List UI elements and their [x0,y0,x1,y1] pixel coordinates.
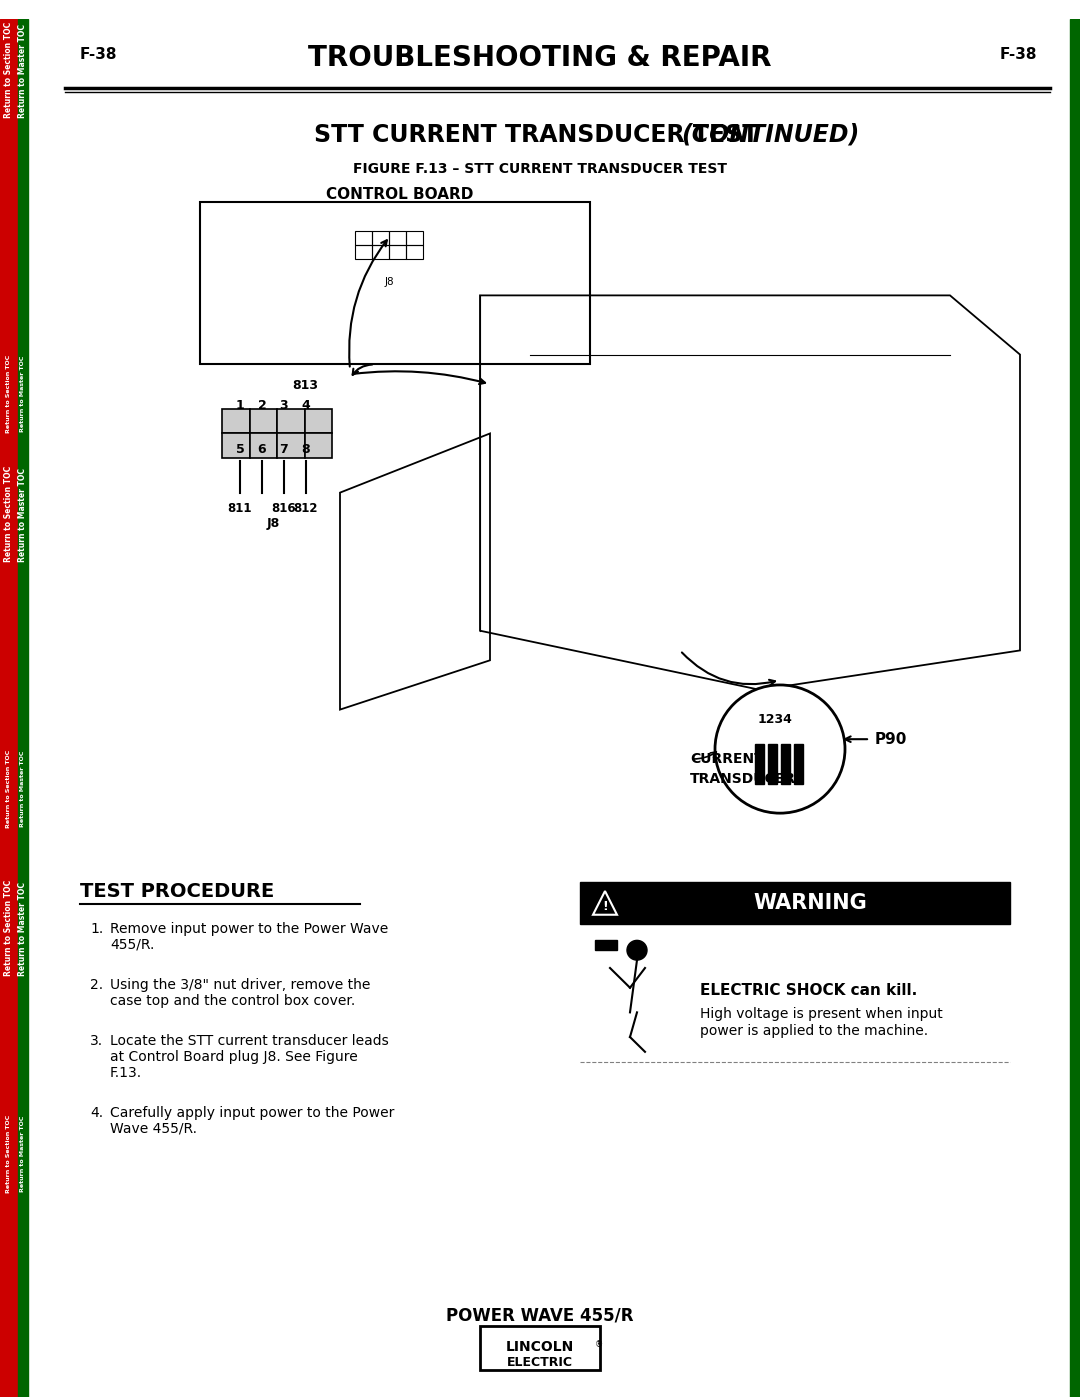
Text: 3.: 3. [90,1034,103,1048]
Bar [249,433,276,458]
Bar [389,232,406,244]
Text: 5: 5 [235,443,244,457]
Bar [276,433,305,458]
Text: 811: 811 [228,503,253,515]
Bar [18,20,28,1397]
Text: Remove input power to the Power Wave: Remove input power to the Power Wave [110,922,388,936]
Bar [355,232,372,244]
Text: ELECTRIC: ELECTRIC [507,1355,573,1369]
Text: 816: 816 [272,503,296,515]
Text: Return to Section TOC: Return to Section TOC [4,465,14,562]
Text: ELECTRIC SHOCK can kill.: ELECTRIC SHOCK can kill. [700,982,917,997]
Text: case top and the control box cover.: case top and the control box cover. [110,993,355,1007]
Text: F-38: F-38 [80,47,118,61]
Bar [276,409,305,433]
Bar [389,244,406,258]
Text: 8: 8 [301,443,310,457]
Bar [794,745,804,784]
Text: F.13.: F.13. [110,1066,143,1080]
Bar [480,1326,600,1370]
Text: FIGURE F.13 – STT CURRENT TRANSDUCER TEST: FIGURE F.13 – STT CURRENT TRANSDUCER TES… [353,162,727,176]
Text: CURRENT
TRANSDUCER: CURRENT TRANSDUCER [690,752,796,785]
Text: Return to Master TOC: Return to Master TOC [21,356,26,432]
Text: LINCOLN: LINCOLN [505,1340,575,1354]
Text: TEST PROCEDURE: TEST PROCEDURE [80,882,274,901]
Bar [0,20,18,1397]
Circle shape [627,940,647,960]
Text: High voltage is present when input: High voltage is present when input [700,1007,943,1021]
Bar [222,409,249,433]
Text: Locate the STT current transducer leads: Locate the STT current transducer leads [110,1034,389,1048]
Text: !: ! [603,900,608,914]
Bar [580,882,1010,923]
Text: WARNING: WARNING [753,893,867,912]
Text: 7: 7 [280,443,288,457]
Bar [372,244,389,258]
Text: Return to Section TOC: Return to Section TOC [4,880,14,977]
Text: J8: J8 [267,517,280,531]
Bar [406,232,423,244]
Bar [200,201,590,365]
Circle shape [715,685,845,813]
Text: POWER WAVE 455/R: POWER WAVE 455/R [446,1306,634,1324]
Text: ®: ® [595,1340,604,1348]
Bar [768,745,777,784]
Text: 813: 813 [292,379,318,393]
Bar [406,244,423,258]
Text: STT CURRENT TRANSDUCER TEST: STT CURRENT TRANSDUCER TEST [313,123,767,147]
Text: 3: 3 [280,400,288,412]
Bar [1070,20,1080,1397]
Text: F-38: F-38 [1000,47,1038,61]
Bar [355,244,372,258]
Bar [305,433,332,458]
Text: Wave 455/R.: Wave 455/R. [110,1122,197,1136]
Text: Return to Section TOC: Return to Section TOC [4,21,14,117]
Bar [249,409,276,433]
Bar [305,409,332,433]
Bar [222,433,249,458]
Text: J8: J8 [384,277,394,286]
Text: 4.: 4. [90,1106,103,1120]
Text: Return to Master TOC: Return to Master TOC [21,1115,26,1192]
Bar [755,745,764,784]
Text: Return to Master TOC: Return to Master TOC [18,24,27,117]
Text: 4: 4 [301,400,310,412]
Text: 2: 2 [258,400,267,412]
Bar [781,745,789,784]
Text: 1234: 1234 [757,712,793,726]
Text: Return to Master TOC: Return to Master TOC [18,468,27,562]
Text: (CONTINUED): (CONTINUED) [680,123,859,147]
Text: Carefully apply input power to the Power: Carefully apply input power to the Power [110,1106,394,1120]
Text: 455/R.: 455/R. [110,937,154,951]
Text: at Control Board plug J8. See Figure: at Control Board plug J8. See Figure [110,1051,357,1065]
Text: 1.: 1. [90,922,104,936]
Text: TROUBLESHOOTING & REPAIR: TROUBLESHOOTING & REPAIR [308,43,772,71]
Text: Return to Master TOC: Return to Master TOC [18,882,27,977]
Text: Return to Section TOC: Return to Section TOC [6,749,12,827]
Text: Return to Section TOC: Return to Section TOC [6,355,12,433]
Text: 2.: 2. [90,978,103,992]
Text: 1: 1 [235,400,244,412]
Text: power is applied to the machine.: power is applied to the machine. [700,1024,928,1038]
Text: Return to Master TOC: Return to Master TOC [21,750,26,827]
Bar [595,940,617,950]
Text: CONTROL BOARD: CONTROL BOARD [326,187,474,203]
Text: P90: P90 [875,732,907,746]
Text: 812: 812 [294,503,319,515]
Bar [372,232,389,244]
Text: 6: 6 [258,443,267,457]
Text: Using the 3/8" nut driver, remove the: Using the 3/8" nut driver, remove the [110,978,370,992]
Text: Return to Section TOC: Return to Section TOC [6,1115,12,1193]
